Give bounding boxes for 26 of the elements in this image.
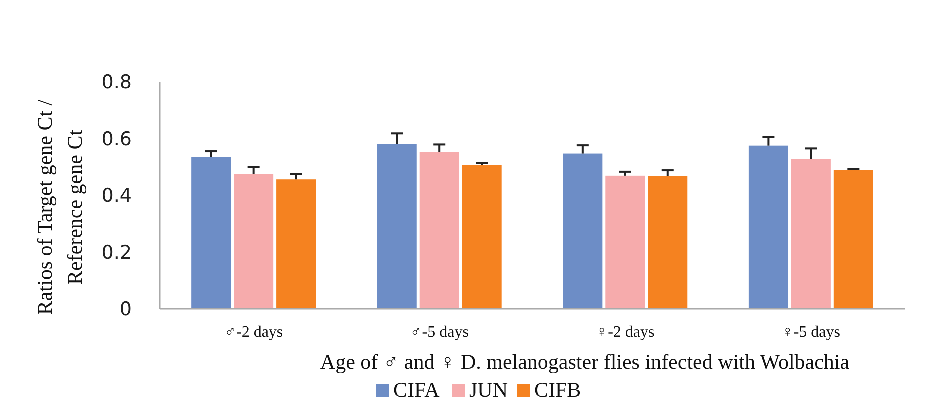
bar: [648, 176, 688, 309]
y-tick-label: 0.2: [102, 242, 132, 264]
bar: [377, 144, 417, 309]
bar: [748, 146, 788, 309]
bar: [276, 180, 316, 309]
x-axis-title: Age of ♂ and ♀ D. melanogaster flies infected with Wolbachia: [320, 350, 850, 374]
y-tick-label: 0.4: [102, 185, 132, 208]
bar: [462, 165, 502, 309]
bar: [420, 152, 460, 309]
x-tick-label: ♂-2 days: [224, 324, 284, 341]
legend-label: CIFA: [394, 378, 441, 402]
y-tick-label: 0.8: [102, 72, 132, 94]
x-tick-label: ♂-5 days: [410, 324, 469, 341]
x-tick-label: ♀-5 days: [782, 324, 841, 341]
bar: [834, 170, 874, 309]
y-tick-label: 0.6: [102, 128, 132, 150]
bar: [563, 154, 603, 309]
legend-label: JUN: [470, 378, 508, 402]
bar: [234, 174, 274, 309]
legend-label: CIFB: [534, 378, 582, 402]
x-tick-label: ♀-2 days: [596, 324, 655, 341]
bar: [192, 157, 232, 309]
bar: [606, 176, 646, 309]
y-axis-title: Ratios of Target gene Ct / Reference gene Ct: [33, 100, 87, 316]
bar: [791, 159, 831, 309]
y-tick-label: 0: [120, 298, 132, 321]
